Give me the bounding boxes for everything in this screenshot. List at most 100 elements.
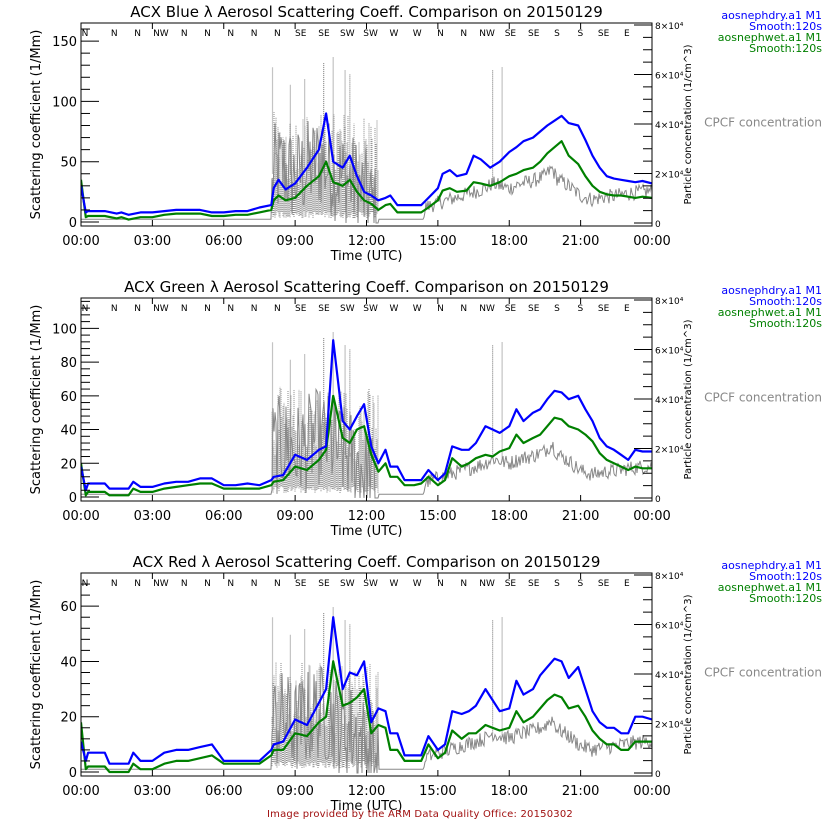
wind-direction-label: N bbox=[460, 304, 467, 314]
x-tick-label: 21:00 bbox=[562, 234, 599, 249]
wind-direction-label: N bbox=[227, 304, 234, 314]
x-tick-label: 15:00 bbox=[419, 784, 456, 799]
x-tick-label: 03:00 bbox=[134, 784, 171, 799]
wind-direction-label: N bbox=[251, 579, 258, 589]
wind-direction-label: N bbox=[274, 304, 281, 314]
legend-entry: aosnephwet.a1 M1 bbox=[718, 31, 822, 44]
wind-direction-label: W bbox=[389, 579, 398, 589]
y-axis-label: Scattering coefficient (1/Mm) bbox=[29, 305, 44, 495]
plot-area bbox=[81, 332, 652, 499]
wind-direction-label: N bbox=[227, 579, 234, 589]
wind-direction-label: SE bbox=[598, 579, 610, 589]
wind-direction-label: N bbox=[82, 304, 89, 314]
x-axis-label: Time (UTC) bbox=[330, 524, 403, 539]
x-tick-label: 12:00 bbox=[348, 784, 385, 799]
wind-direction-label: N bbox=[437, 29, 444, 39]
x-tick-label: 15:00 bbox=[419, 234, 456, 249]
wind-direction-label: SE bbox=[295, 579, 307, 589]
x-tick-label: 06:00 bbox=[205, 509, 242, 524]
y2-tick-label: 2×10⁴ bbox=[655, 721, 684, 731]
y-tick-label: 60 bbox=[60, 600, 77, 615]
legend-entry: Smooth:120s bbox=[749, 295, 822, 308]
y-tick-label: 0 bbox=[69, 491, 77, 506]
chart-title: ACX Blue λ Aerosol Scattering Coeff. Com… bbox=[130, 3, 603, 21]
wind-direction-label: SE bbox=[318, 304, 330, 314]
wind-direction-label: SW bbox=[340, 304, 355, 314]
series-cpcf-concentration bbox=[81, 332, 652, 499]
y2-tick-label: 8×10⁴ bbox=[655, 297, 684, 307]
y2-tick-label: 6×10⁴ bbox=[655, 622, 684, 632]
x-tick-label: 00:00 bbox=[633, 509, 670, 524]
legend-entry-cpcf: CPCF concentration bbox=[704, 116, 822, 130]
wind-direction-label: N bbox=[134, 579, 141, 589]
series-aosnephwet bbox=[81, 660, 652, 774]
wind-direction-label: S bbox=[554, 29, 560, 39]
wind-direction-label: S bbox=[577, 29, 583, 39]
wind-direction-label: SE bbox=[505, 304, 517, 314]
x-tick-label: 12:00 bbox=[348, 509, 385, 524]
credit-footer: Image provided by the ARM Data Quality O… bbox=[267, 809, 573, 820]
series-cpcf-concentration bbox=[81, 57, 652, 224]
wind-direction-label: N bbox=[460, 29, 467, 39]
wind-direction-label: N bbox=[181, 579, 188, 589]
wind-direction-label: SW bbox=[340, 579, 355, 589]
wind-direction-label: SE bbox=[598, 304, 610, 314]
wind-direction-label: NW bbox=[479, 579, 495, 589]
x-tick-label: 18:00 bbox=[491, 784, 528, 799]
wind-direction-label: SW bbox=[340, 29, 355, 39]
wind-direction-label: SW bbox=[363, 579, 378, 589]
wind-direction-label: N bbox=[251, 304, 258, 314]
y-tick-label: 0 bbox=[69, 216, 77, 231]
wind-direction-label: N bbox=[111, 579, 118, 589]
wind-direction-label: SE bbox=[505, 579, 517, 589]
wind-direction-label: E bbox=[624, 304, 630, 314]
wind-direction-label: NW bbox=[479, 29, 495, 39]
wind-direction-label: S bbox=[554, 304, 560, 314]
y2-tick-label: 0 bbox=[655, 495, 661, 505]
y2-tick-label: 4×10⁴ bbox=[655, 671, 684, 681]
legend: aosnephdry.a1 M1Smooth:120saosnephwet.a1… bbox=[704, 559, 822, 680]
series-aosnephdry bbox=[81, 339, 652, 492]
y2-axis-label: Particle concentration (1/cm^3) bbox=[683, 319, 694, 479]
wind-direction-label: N bbox=[204, 579, 211, 589]
series-aosnephwet bbox=[81, 394, 652, 497]
wind-direction-label: W bbox=[413, 579, 422, 589]
x-tick-label: 09:00 bbox=[276, 234, 313, 249]
x-tick-label: 03:00 bbox=[134, 234, 171, 249]
wind-direction-label: SE bbox=[528, 304, 540, 314]
wind-direction-label: E bbox=[624, 29, 630, 39]
y2-axis-label: Particle concentration (1/cm^3) bbox=[683, 594, 694, 754]
wind-direction-label: N bbox=[437, 579, 444, 589]
legend-entry: Smooth:120s bbox=[749, 42, 822, 55]
wind-direction-label: NW bbox=[153, 304, 169, 314]
x-tick-label: 00:00 bbox=[633, 784, 670, 799]
x-tick-label: 06:00 bbox=[205, 784, 242, 799]
legend-entry: Smooth:120s bbox=[749, 592, 822, 605]
x-tick-label: 15:00 bbox=[419, 509, 456, 524]
x-tick-label: 00:00 bbox=[62, 784, 99, 799]
x-tick-label: 21:00 bbox=[562, 509, 599, 524]
y2-tick-label: 4×10⁴ bbox=[655, 396, 684, 406]
wind-direction-label: N bbox=[437, 304, 444, 314]
x-tick-label: 21:00 bbox=[562, 784, 599, 799]
legend-entry: Smooth:120s bbox=[749, 317, 822, 330]
wind-direction-label: SW bbox=[363, 304, 378, 314]
chart-panel-2: ACX Green λ Aerosol Scattering Coeff. Co… bbox=[29, 278, 822, 539]
y-tick-label: 80 bbox=[60, 356, 77, 371]
wind-direction-label: SE bbox=[528, 579, 540, 589]
wind-direction-label: E bbox=[624, 579, 630, 589]
wind-direction-label: SE bbox=[318, 579, 330, 589]
x-axis-label: Time (UTC) bbox=[330, 249, 403, 264]
x-tick-label: 09:00 bbox=[276, 784, 313, 799]
y2-tick-label: 0 bbox=[655, 770, 661, 780]
series-aosnephdry bbox=[81, 112, 652, 216]
y2-axis-label: Particle concentration (1/cm^3) bbox=[683, 44, 694, 204]
y2-tick-label: 6×10⁴ bbox=[655, 347, 684, 357]
wind-direction-label: N bbox=[274, 29, 281, 39]
wind-direction-label: NW bbox=[153, 29, 169, 39]
x-tick-label: 12:00 bbox=[348, 234, 385, 249]
y2-tick-label: 2×10⁴ bbox=[655, 171, 684, 181]
x-tick-label: 03:00 bbox=[134, 509, 171, 524]
wind-direction-label: NW bbox=[479, 304, 495, 314]
